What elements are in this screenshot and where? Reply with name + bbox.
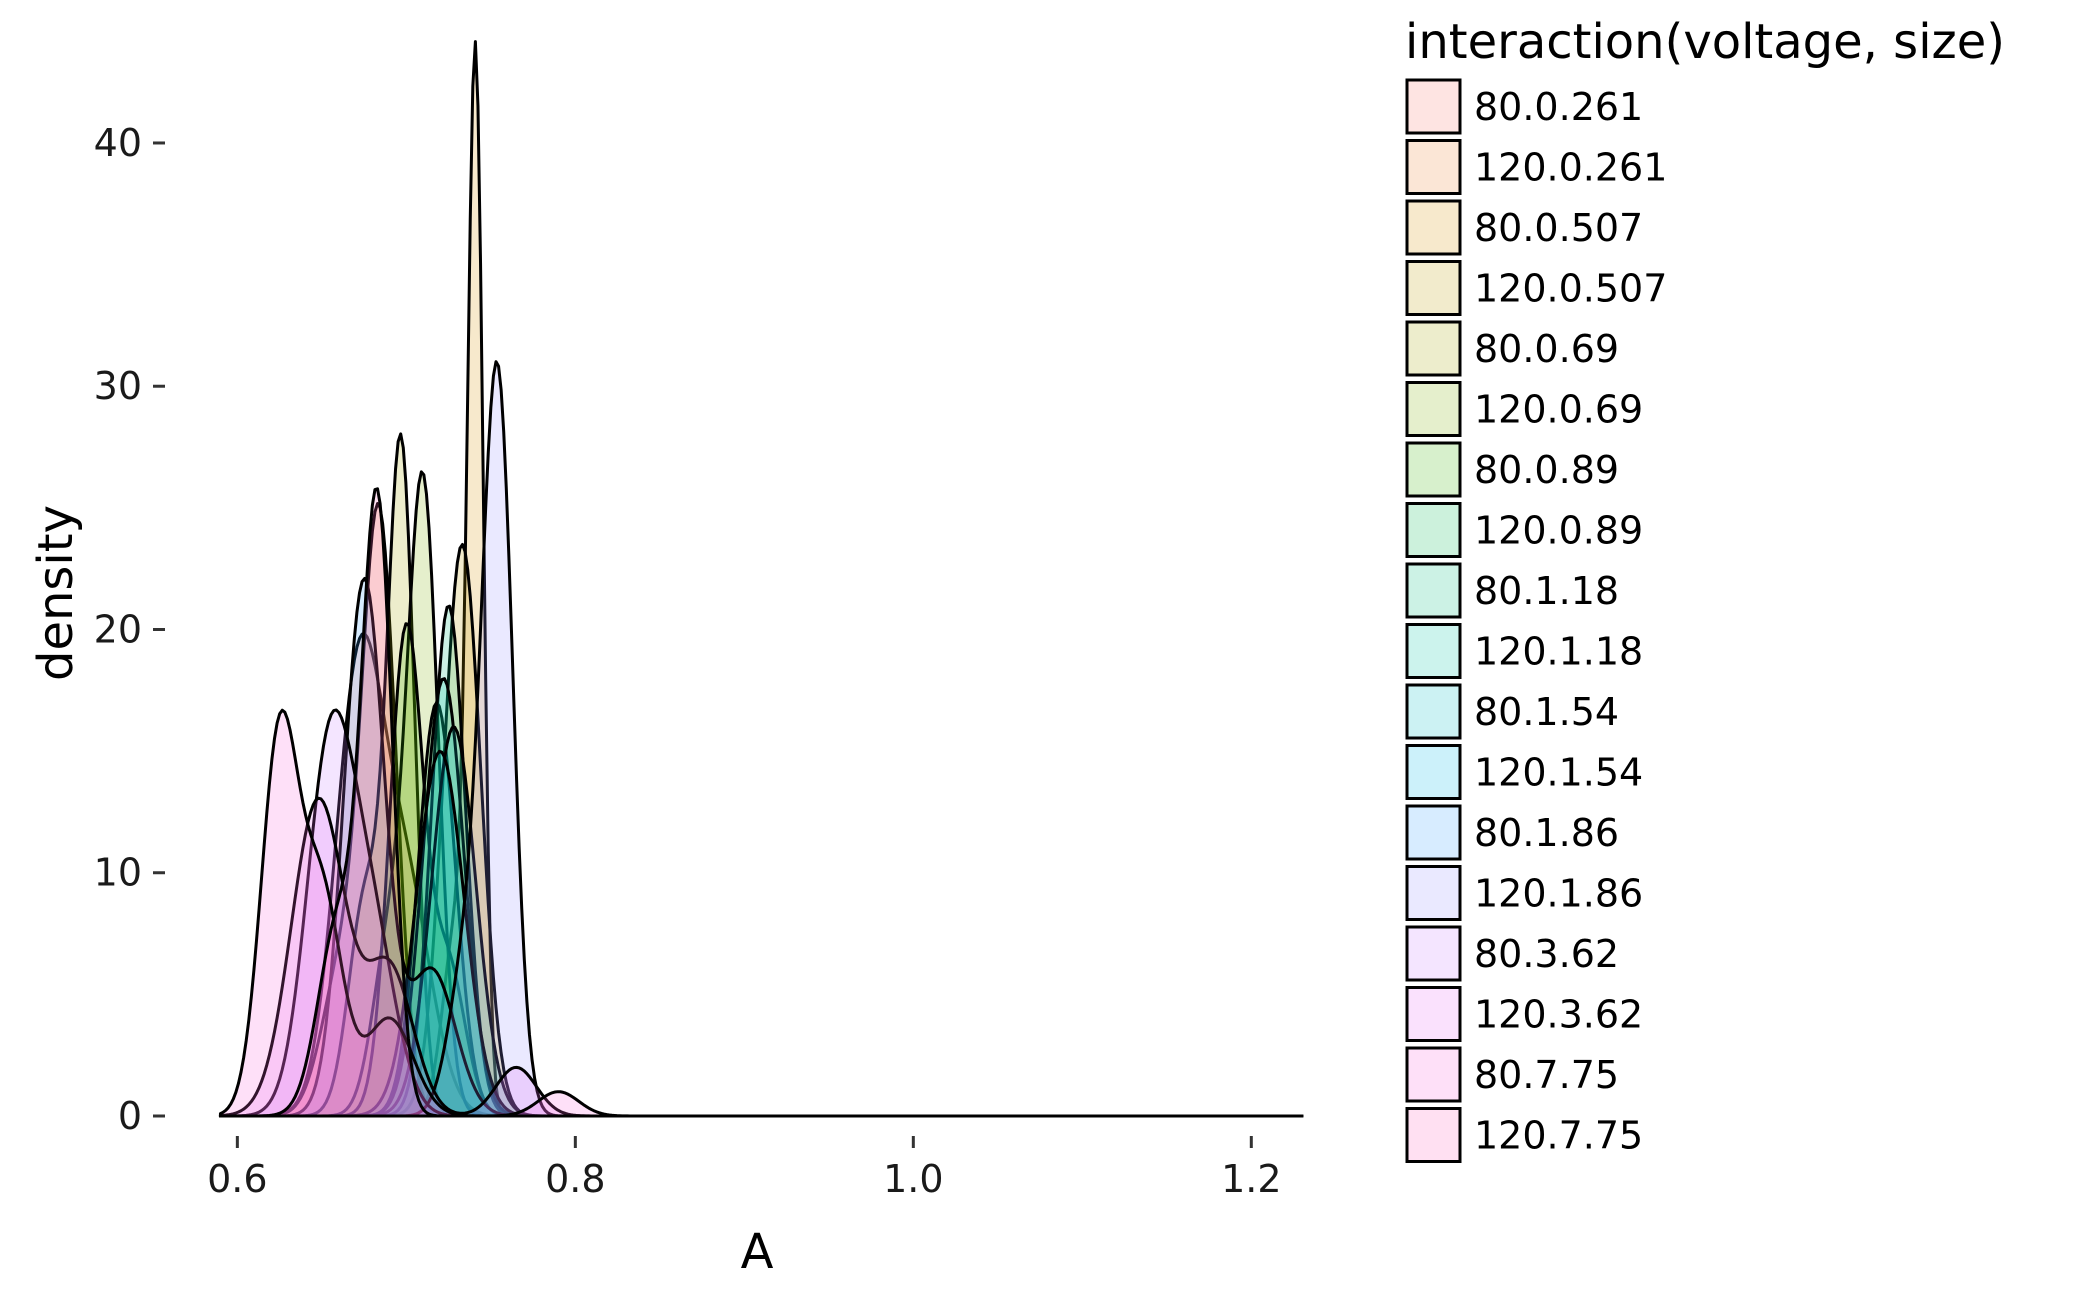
legend-swatch-80-0-89 bbox=[1405, 441, 1462, 498]
legend-key-bg-120-1-54 bbox=[1407, 745, 1460, 799]
legend-swatch-120-3-62 bbox=[1405, 986, 1462, 1042]
legend-title: interaction(voltage, size) bbox=[1405, 14, 2005, 70]
legend-key-bg-120-1-18 bbox=[1407, 624, 1460, 678]
legend-label-120-1-86: 120.1.86 bbox=[1474, 872, 1643, 916]
x-tick-label: 1.2 bbox=[1221, 1157, 1281, 1201]
legend-key-bg-80-3-62 bbox=[1407, 927, 1460, 980]
legend-swatch-120-0-261 bbox=[1405, 139, 1462, 195]
legend-key-bg-120-7-75 bbox=[1407, 1108, 1460, 1162]
legend-label-120-3-62: 120.3.62 bbox=[1474, 993, 1643, 1037]
y-tick-label: 0 bbox=[118, 1094, 142, 1138]
legend-label-80-7-75: 80.7.75 bbox=[1474, 1053, 1619, 1097]
legend-label-80-0-261: 80.0.261 bbox=[1474, 85, 1643, 129]
density-curve-120-7-75 bbox=[218, 487, 1304, 1118]
legend-swatch-120-0-69 bbox=[1405, 381, 1462, 437]
legend-label-120-0-69: 120.0.69 bbox=[1474, 388, 1643, 432]
legend-swatch-80-0-69 bbox=[1405, 320, 1462, 377]
legend-key-bg-120-0-69 bbox=[1407, 382, 1460, 436]
legend-swatch-120-1-86 bbox=[1405, 865, 1462, 921]
legend-label-120-7-75: 120.7.75 bbox=[1474, 1114, 1643, 1158]
x-axis: 0.6 0.8 1.0 1.2 bbox=[207, 1136, 1282, 1201]
legend-key-bg-120-0-89 bbox=[1407, 503, 1460, 557]
legend-swatch-80-0-261 bbox=[1405, 78, 1462, 135]
legend: interaction(voltage, size) 80.0.261 120.0… bbox=[1405, 14, 2005, 1163]
legend-label-80-3-62: 80.3.62 bbox=[1474, 932, 1619, 976]
legend-label-80-0-507: 80.0.507 bbox=[1474, 206, 1643, 250]
y-tick-label: 40 bbox=[94, 121, 142, 165]
legend-swatch-120-7-75 bbox=[1405, 1107, 1462, 1163]
legend-swatch-80-0-507 bbox=[1405, 199, 1462, 256]
legend-swatch-80-7-75 bbox=[1405, 1046, 1462, 1103]
legend-key-bg-80-1-86 bbox=[1407, 806, 1460, 859]
legend-key-bg-80-0-261 bbox=[1407, 80, 1460, 133]
legend-key-bg-80-0-507 bbox=[1407, 201, 1460, 254]
legend-label-120-0-261: 120.0.261 bbox=[1474, 146, 1667, 190]
legend-key-bg-80-7-75 bbox=[1407, 1048, 1460, 1101]
legend-swatch-120-0-89 bbox=[1405, 502, 1462, 558]
y-tick-label: 10 bbox=[94, 851, 142, 895]
legend-label-80-1-18: 80.1.18 bbox=[1474, 569, 1619, 613]
y-tick-label: 30 bbox=[94, 364, 142, 408]
y-tick-label: 20 bbox=[94, 607, 142, 651]
plot-area bbox=[218, 40, 1304, 1118]
legend-key-bg-120-3-62 bbox=[1407, 987, 1460, 1041]
x-tick-label: 0.6 bbox=[207, 1157, 267, 1201]
legend-swatch-120-0-507 bbox=[1405, 260, 1462, 316]
legend-label-80-0-89: 80.0.89 bbox=[1474, 448, 1619, 492]
legend-label-120-0-89: 120.0.89 bbox=[1474, 509, 1643, 553]
legend-key-bg-120-0-261 bbox=[1407, 140, 1460, 194]
legend-key-bg-80-1-54 bbox=[1407, 685, 1460, 738]
legend-key-bg-120-0-507 bbox=[1407, 261, 1460, 315]
legend-label-120-0-507: 120.0.507 bbox=[1474, 267, 1667, 311]
legend-swatch-80-1-86 bbox=[1405, 804, 1462, 861]
legend-swatch-120-1-54 bbox=[1405, 744, 1462, 800]
legend-swatch-80-1-18 bbox=[1405, 562, 1462, 619]
density-curves bbox=[218, 40, 1304, 1118]
legend-label-80-1-86: 80.1.86 bbox=[1474, 811, 1619, 855]
x-tick-label: 0.8 bbox=[545, 1157, 605, 1201]
legend-items: 80.0.261 120.0.261 80.0.507 120.0.507 80.0.6… bbox=[1405, 78, 1667, 1163]
y-axis: 0 10 20 30 40 bbox=[94, 121, 165, 1138]
x-axis-title: A bbox=[741, 1224, 774, 1280]
legend-key-bg-80-0-69 bbox=[1407, 322, 1460, 375]
legend-key-bg-80-0-89 bbox=[1407, 443, 1460, 496]
legend-label-80-1-54: 80.1.54 bbox=[1474, 690, 1619, 734]
legend-swatch-80-1-54 bbox=[1405, 683, 1462, 740]
legend-key-bg-120-1-86 bbox=[1407, 866, 1460, 920]
y-axis-title: density bbox=[28, 505, 84, 681]
legend-swatch-80-3-62 bbox=[1405, 925, 1462, 982]
legend-label-80-0-69: 80.0.69 bbox=[1474, 327, 1619, 371]
legend-label-120-1-54: 120.1.54 bbox=[1474, 751, 1643, 795]
legend-label-120-1-18: 120.1.18 bbox=[1474, 630, 1643, 674]
x-tick-label: 1.0 bbox=[883, 1157, 943, 1201]
legend-key-bg-80-1-18 bbox=[1407, 564, 1460, 617]
legend-swatch-120-1-18 bbox=[1405, 623, 1462, 679]
